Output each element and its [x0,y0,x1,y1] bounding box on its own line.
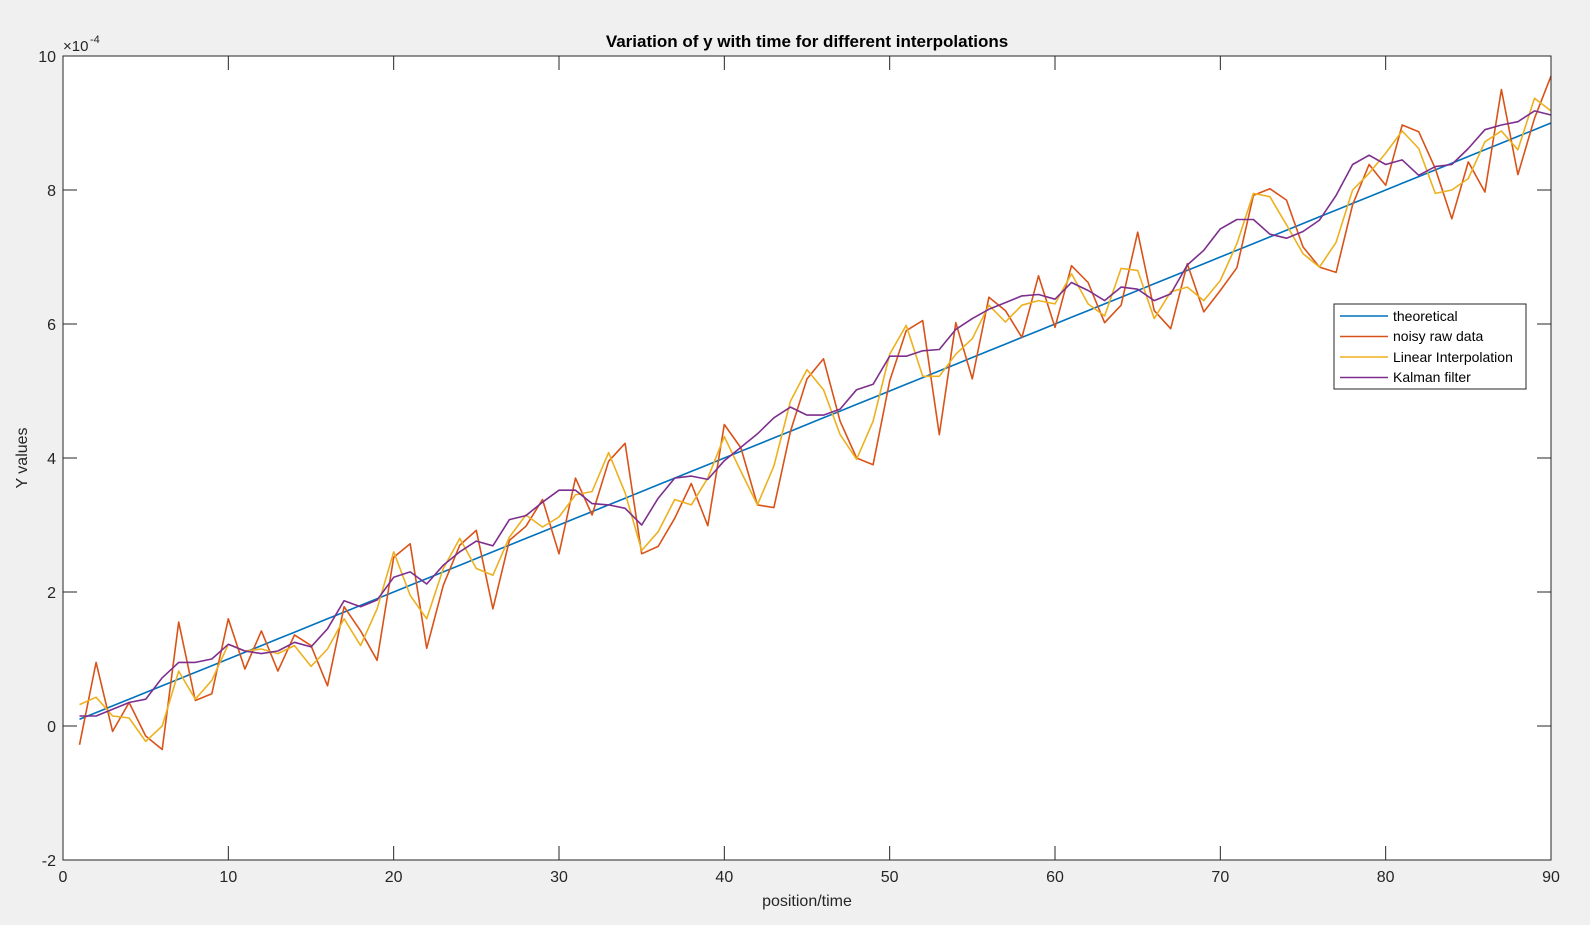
series-line-noisy-raw-data [78,75,1552,751]
y-tick-label: 10 [38,49,56,66]
series-line-kalman-filter [79,110,1552,717]
y-tick-label: 0 [47,719,56,736]
legend: theoretical noisy raw data Linear Interp… [1333,303,1527,390]
y-axis-label: Y values [14,427,31,488]
x-tick-label: 80 [1377,869,1395,886]
series-line-linear-interpolation [79,97,1552,743]
x-axis-label: position/time [762,893,852,910]
chart-title: Variation of y with time for different i… [606,32,1008,51]
y-tick-label: -2 [42,853,56,870]
x-tick-label: 40 [715,869,733,886]
y-exponent-power: -4 [90,34,100,46]
y-exponent-multiplier: ×10 [63,38,88,55]
legend-label-noisy-raw-data: noisy raw data [1393,328,1483,344]
x-tick-label: 10 [219,869,237,886]
legend-label-kalman-filter: Kalman filter [1393,369,1471,385]
x-tick-label: 30 [550,869,568,886]
x-tick-label: 70 [1211,869,1229,886]
legend-box [1333,303,1527,390]
y-tick-label: 8 [47,183,56,200]
y-tick-label: 2 [47,585,56,602]
x-tick-label: 50 [881,869,899,886]
y-tick-label: 6 [47,317,56,334]
x-tick-label: 0 [59,869,68,886]
x-tick-label: 20 [385,869,403,886]
series-layer [78,75,1552,751]
series-line-theoretical [79,122,1552,721]
y-tick-label: 4 [47,451,56,468]
x-tick-label: 60 [1046,869,1064,886]
legend-label-theoretical: theoretical [1393,308,1458,324]
x-tick-label: 90 [1542,869,1560,886]
legend-label-linear-interpolation: Linear Interpolation [1393,349,1513,365]
plot-area [63,56,1551,860]
